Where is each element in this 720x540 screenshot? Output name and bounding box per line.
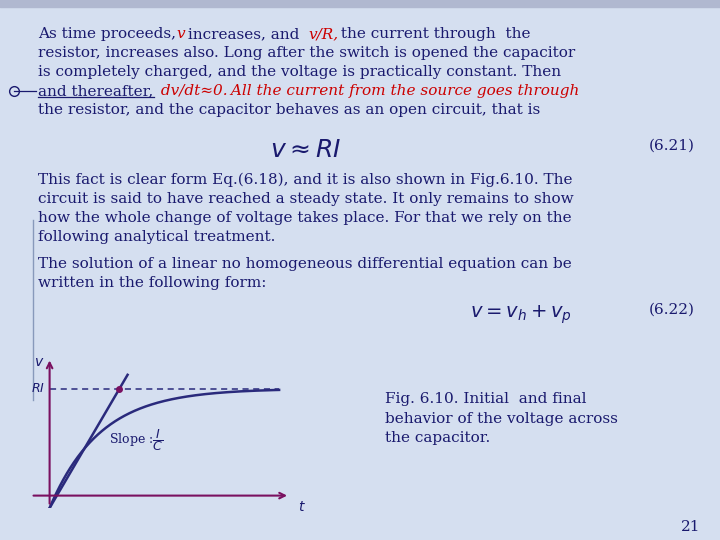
Text: Slope :$\dfrac{I}{C}$: Slope :$\dfrac{I}{C}$ [109, 427, 163, 453]
Text: This fact is clear form Eq.(6.18), and it is also shown in Fig.6.10. The: This fact is clear form Eq.(6.18), and i… [38, 173, 572, 187]
Text: v: v [176, 27, 184, 41]
Text: the current through  the: the current through the [336, 27, 531, 41]
Text: 21: 21 [680, 520, 700, 534]
Text: following analytical treatment.: following analytical treatment. [38, 230, 275, 244]
Text: $v = v_h + v_p$: $v = v_h + v_p$ [470, 303, 572, 326]
Text: The solution of a linear no homogeneous differential equation can be: The solution of a linear no homogeneous … [38, 257, 572, 271]
Text: All the current from the source goes through: All the current from the source goes thr… [226, 84, 580, 98]
Text: $v$: $v$ [34, 355, 44, 368]
Text: and thereafter,: and thereafter, [38, 84, 153, 98]
Text: the resistor, and the capacitor behaves as an open circuit, that is: the resistor, and the capacitor behaves … [38, 103, 540, 117]
Text: Fig. 6.10. Initial  and final
behavior of the voltage across
the capacitor.: Fig. 6.10. Initial and final behavior of… [385, 392, 618, 445]
Text: dv/dt≈0.: dv/dt≈0. [156, 84, 228, 98]
Text: v/R,: v/R, [308, 27, 338, 41]
Text: $v \approx RI$: $v \approx RI$ [270, 139, 341, 162]
Text: (6.21): (6.21) [649, 139, 695, 153]
Text: $RI$: $RI$ [31, 382, 45, 395]
Text: how the whole change of voltage takes place. For that we rely on the: how the whole change of voltage takes pl… [38, 211, 572, 225]
Text: As time proceeds,: As time proceeds, [38, 27, 181, 41]
Text: (6.22): (6.22) [649, 303, 695, 317]
Text: resistor, increases also. Long after the switch is opened the capacitor: resistor, increases also. Long after the… [38, 46, 575, 60]
Text: circuit is said to have reached a steady state. It only remains to show: circuit is said to have reached a steady… [38, 192, 574, 206]
Text: written in the following form:: written in the following form: [38, 276, 266, 290]
Text: increases, and: increases, and [183, 27, 305, 41]
Text: $t$: $t$ [298, 500, 306, 514]
Text: is completely charged, and the voltage is practically constant. Then: is completely charged, and the voltage i… [38, 65, 561, 79]
